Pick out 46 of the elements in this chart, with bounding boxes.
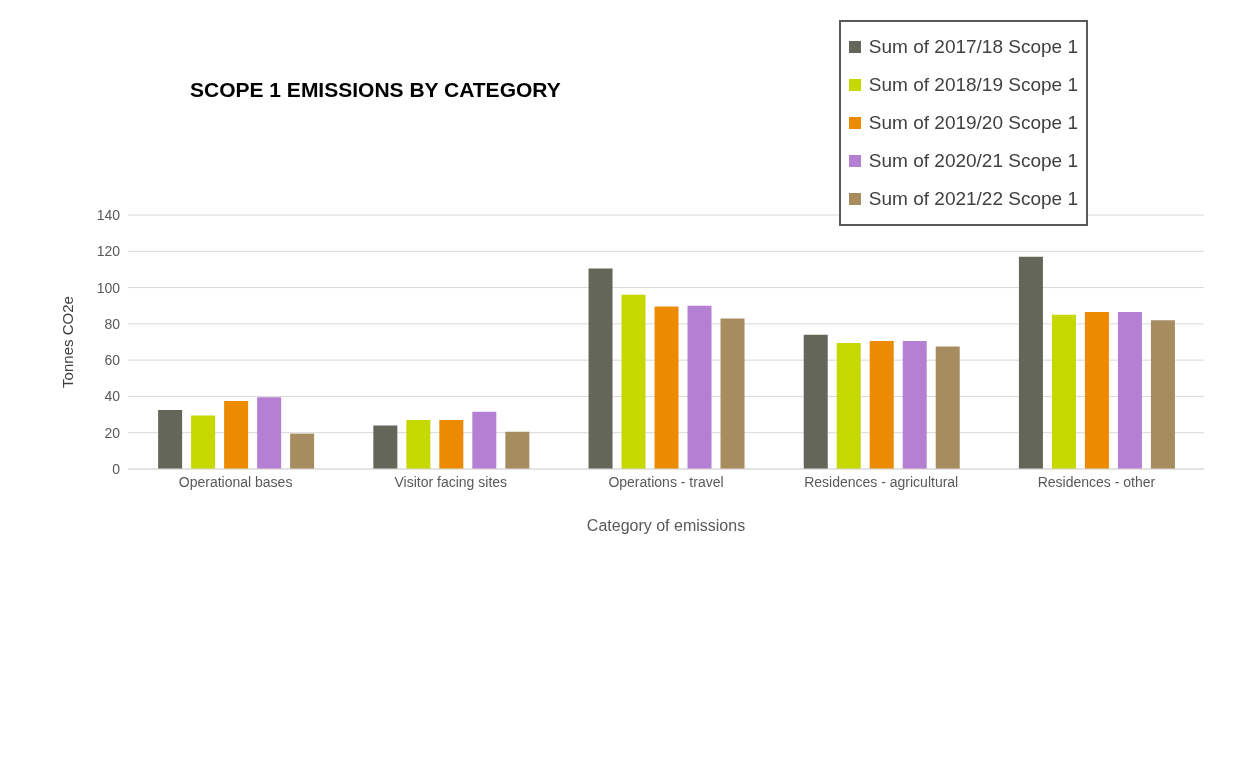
y-tick-label: 80	[104, 315, 121, 332]
legend-label: Sum of 2018/19 Scope 1	[868, 74, 1078, 96]
legend-label: Sum of 2017/18 Scope 1	[868, 36, 1078, 58]
y-tick-label: 60	[104, 352, 121, 369]
bar	[836, 342, 861, 469]
bar	[1018, 256, 1043, 469]
bar	[720, 318, 745, 469]
bar	[439, 420, 464, 469]
x-axis-title: Category of emissions	[586, 517, 746, 534]
bar	[1117, 312, 1142, 469]
bar	[588, 268, 613, 469]
legend-label: Sum of 2021/22 Scope 1	[868, 188, 1078, 210]
y-tick-label: 100	[96, 279, 121, 296]
y-axis-title: Tonnes CO2e	[59, 296, 77, 388]
x-tick-label: Residences - other	[1037, 473, 1156, 490]
y-tick-label: 0	[112, 460, 121, 477]
legend-label: Sum of 2019/20 Scope 1	[868, 112, 1078, 134]
bar	[803, 334, 828, 469]
bar	[257, 397, 282, 469]
bar	[406, 420, 431, 469]
y-tick-label: 120	[96, 243, 121, 260]
bar	[687, 305, 712, 469]
bar	[654, 306, 679, 469]
bar	[1150, 320, 1175, 469]
bar	[505, 431, 530, 469]
bar	[621, 294, 646, 469]
bar	[290, 433, 315, 469]
bar	[935, 346, 960, 469]
chart-title: SCOPE 1 EMISSIONS BY CATEGORY	[190, 78, 561, 102]
x-tick-label: Operational bases	[178, 473, 293, 490]
x-tick-label: Residences - agricultural	[804, 473, 959, 490]
bar	[472, 411, 497, 469]
bar	[1084, 312, 1109, 469]
bar	[902, 341, 927, 469]
x-tick-label: Operations - travel	[608, 473, 724, 490]
bar	[373, 425, 398, 469]
y-tick-label: 20	[104, 424, 121, 441]
y-tick-label: 140	[96, 206, 121, 223]
bar	[191, 415, 216, 469]
bar	[1051, 314, 1076, 469]
bar	[158, 410, 183, 469]
x-tick-label: Visitor facing sites	[394, 473, 508, 490]
bar	[224, 400, 249, 469]
bar	[869, 341, 894, 469]
legend-label: Sum of 2020/21 Scope 1	[868, 150, 1078, 172]
y-tick-label: 40	[104, 388, 121, 405]
